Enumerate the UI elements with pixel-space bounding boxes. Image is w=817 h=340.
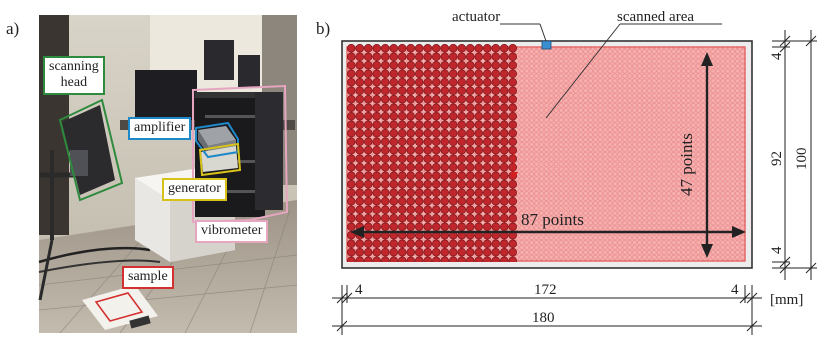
right-dimensions <box>772 30 817 280</box>
dim-right-margin: 4 <box>731 282 739 298</box>
dim-scan-height: 92 <box>769 151 785 166</box>
sample-label: sample <box>122 266 174 289</box>
scanned-area-label: scanned area <box>617 9 694 25</box>
generator-outline <box>198 142 242 177</box>
panel-b: b) actuator scanned area 87 points 47 po… <box>316 9 817 335</box>
dim-scan-width: 172 <box>534 282 557 298</box>
points-x-label: 87 points <box>521 210 584 229</box>
scan-grid-measured <box>347 44 517 262</box>
actuator <box>541 40 552 50</box>
dim-top-margin: 4 <box>769 52 785 60</box>
points-y-label: 47 points <box>677 133 696 196</box>
actuator-label: actuator <box>452 9 500 25</box>
dim-left-margin: 4 <box>355 282 363 298</box>
unit-label: [mm] <box>770 292 803 308</box>
dim-total-width: 180 <box>532 310 555 326</box>
generator-label: generator <box>162 178 227 201</box>
bottom-dimensions <box>332 285 762 335</box>
panel-a-tag: a) <box>6 19 19 38</box>
amplifier-label: amplifier <box>128 117 192 140</box>
panel-b-tag: b) <box>316 19 330 38</box>
vibrometer-label: vibrometer <box>195 220 269 243</box>
dim-total-height: 100 <box>794 148 810 171</box>
scanning-head-label: scanning head <box>43 56 105 95</box>
dim-bottom-margin: 4 <box>769 246 785 254</box>
scanning-head-outline <box>58 98 124 202</box>
